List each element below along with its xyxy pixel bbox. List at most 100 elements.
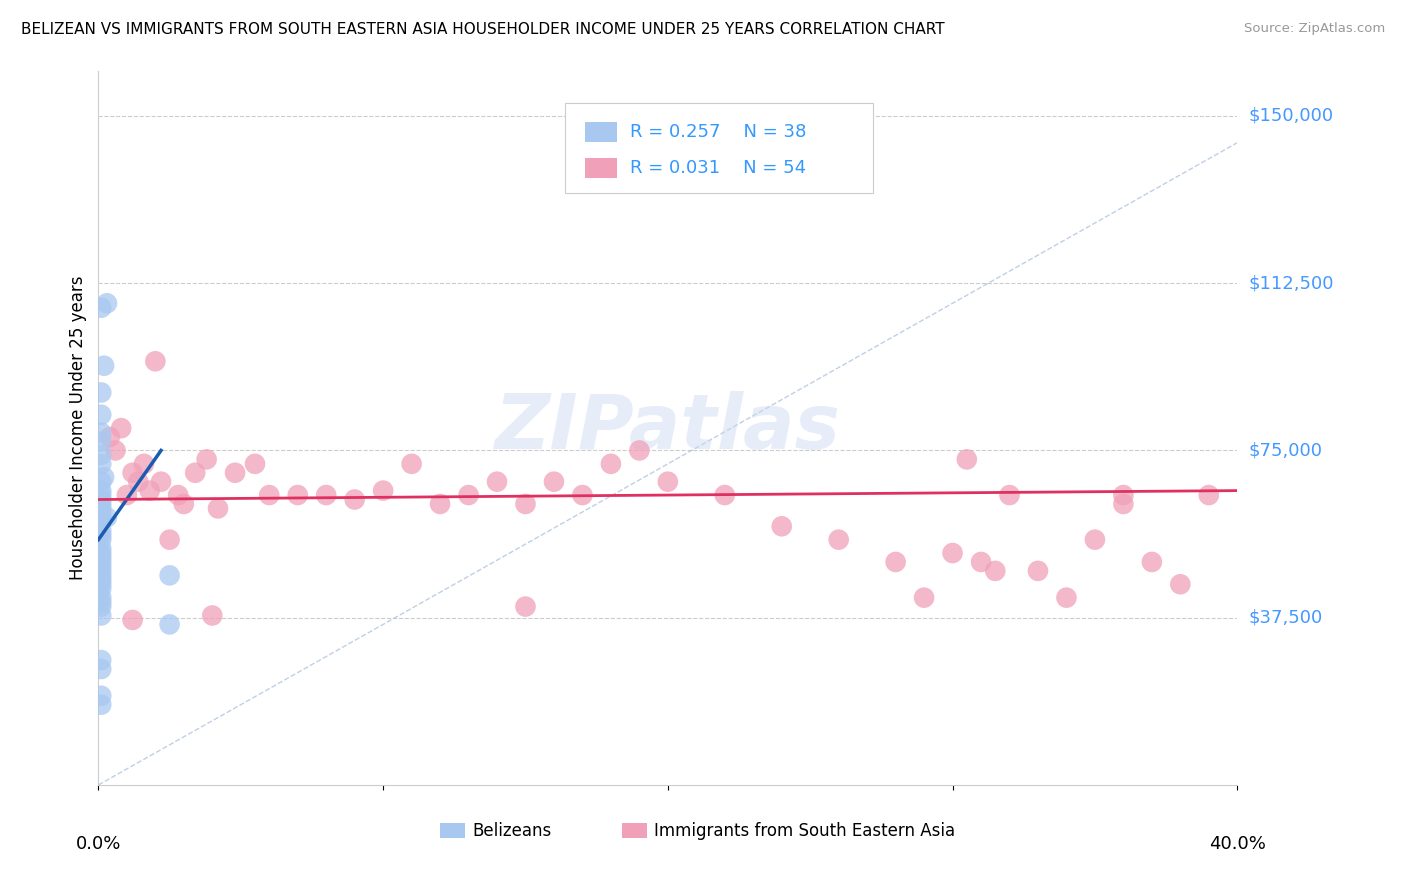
Point: [600, 457, 623, 471]
Text: 0.0%: 0.0%: [76, 835, 121, 853]
Point: [159, 617, 181, 632]
Point: [90, 457, 112, 471]
Text: Belizeans: Belizeans: [472, 822, 551, 839]
Point: [90, 408, 112, 422]
Point: [90, 301, 112, 315]
Point: [912, 591, 935, 605]
Point: [150, 475, 173, 489]
Point: [127, 475, 149, 489]
Point: [201, 608, 224, 623]
Point: [90, 448, 112, 462]
Point: [90, 434, 112, 449]
FancyBboxPatch shape: [440, 822, 465, 838]
Point: [90, 582, 112, 596]
Point: [104, 443, 127, 458]
Point: [970, 555, 993, 569]
Point: [90, 564, 112, 578]
Point: [714, 488, 737, 502]
Point: [998, 488, 1021, 502]
Point: [90, 492, 112, 507]
Point: [90, 475, 112, 489]
Point: [770, 519, 793, 533]
Point: [486, 475, 509, 489]
FancyBboxPatch shape: [585, 158, 617, 178]
Text: $75,000: $75,000: [1249, 442, 1323, 459]
Point: [90, 510, 112, 524]
Y-axis label: Householder Income Under 25 years: Householder Income Under 25 years: [69, 276, 87, 581]
Text: $112,500: $112,500: [1249, 274, 1334, 293]
Point: [207, 501, 229, 516]
Point: [90, 483, 112, 498]
Point: [90, 662, 112, 676]
Text: R = 0.031    N = 54: R = 0.031 N = 54: [630, 159, 807, 177]
Point: [90, 577, 112, 591]
Point: [90, 568, 112, 582]
Point: [287, 488, 309, 502]
Point: [121, 466, 143, 480]
Point: [429, 497, 451, 511]
Point: [90, 599, 112, 614]
Point: [98, 430, 121, 444]
Text: $37,500: $37,500: [1249, 608, 1323, 627]
Point: [96, 510, 118, 524]
Point: [90, 541, 112, 556]
FancyBboxPatch shape: [623, 822, 647, 838]
Point: [657, 475, 679, 489]
Point: [115, 488, 138, 502]
Point: [96, 296, 118, 310]
Text: ZIPatlas: ZIPatlas: [495, 392, 841, 465]
Text: Immigrants from South Eastern Asia: Immigrants from South Eastern Asia: [654, 822, 955, 839]
Point: [1140, 555, 1163, 569]
Point: [159, 568, 181, 582]
FancyBboxPatch shape: [585, 122, 617, 142]
Point: [1026, 564, 1049, 578]
Point: [90, 533, 112, 547]
Point: [90, 524, 112, 538]
Point: [315, 488, 337, 502]
Point: [571, 488, 593, 502]
Point: [628, 443, 651, 458]
Point: [243, 457, 266, 471]
Point: [90, 608, 112, 623]
Point: [90, 550, 112, 565]
Point: [90, 501, 112, 516]
Point: [167, 488, 190, 502]
Point: [1170, 577, 1192, 591]
Point: [343, 492, 366, 507]
Point: [1112, 497, 1135, 511]
Point: [93, 470, 115, 484]
Point: [90, 488, 112, 502]
Point: [90, 595, 112, 609]
Point: [90, 689, 112, 703]
Point: [457, 488, 479, 502]
Point: [195, 452, 218, 467]
Point: [259, 488, 281, 502]
Point: [401, 457, 423, 471]
Point: [159, 533, 181, 547]
Point: [90, 555, 112, 569]
Text: 40.0%: 40.0%: [1209, 835, 1265, 853]
Point: [132, 457, 155, 471]
Point: [90, 385, 112, 400]
Point: [1198, 488, 1220, 502]
Point: [90, 497, 112, 511]
Point: [90, 698, 112, 712]
Text: R = 0.257    N = 38: R = 0.257 N = 38: [630, 123, 807, 141]
Point: [515, 599, 537, 614]
Point: [984, 564, 1007, 578]
Point: [224, 466, 246, 480]
Point: [515, 497, 537, 511]
Point: [121, 613, 143, 627]
Point: [90, 591, 112, 605]
Point: [884, 555, 907, 569]
Point: [90, 425, 112, 440]
Text: Source: ZipAtlas.com: Source: ZipAtlas.com: [1244, 22, 1385, 36]
Point: [1112, 488, 1135, 502]
Point: [110, 421, 132, 435]
Point: [90, 559, 112, 574]
Point: [90, 506, 112, 520]
Point: [956, 452, 979, 467]
Point: [90, 653, 112, 667]
Point: [93, 359, 115, 373]
Point: [1084, 533, 1107, 547]
